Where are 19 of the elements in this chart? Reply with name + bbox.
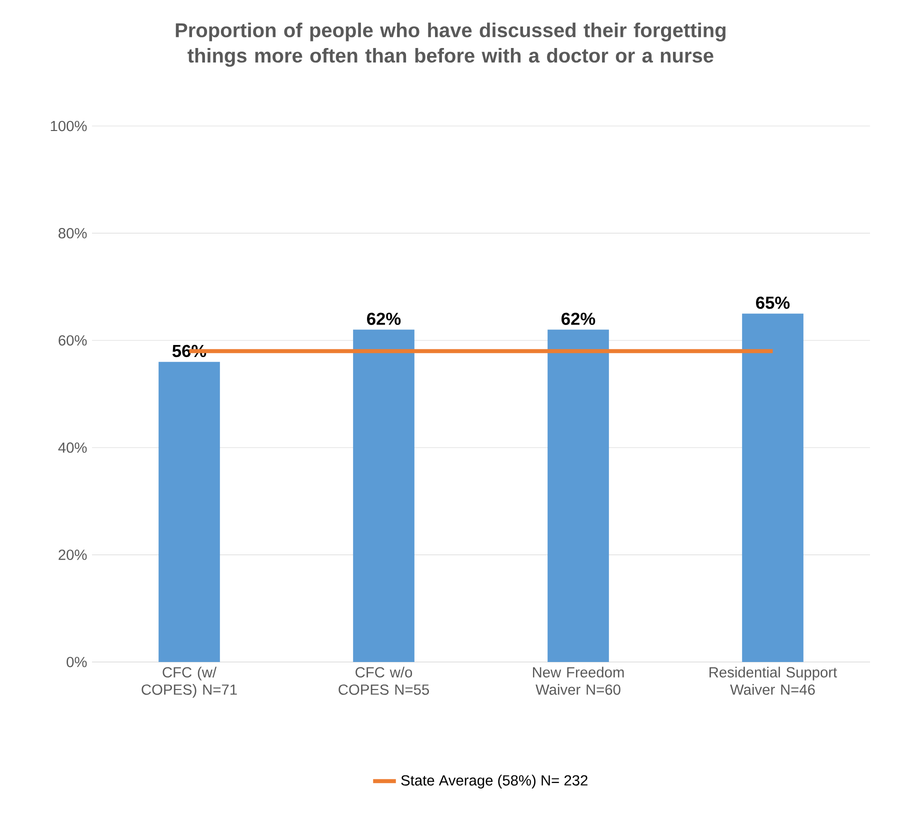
- y-tick-label: 40%: [58, 442, 87, 453]
- legend-label: State Average (58%) N= 232: [401, 774, 588, 788]
- y-tick-label: 60%: [58, 335, 87, 346]
- x-tick-label: Residential Support Waiver N=46: [710, 666, 838, 695]
- bar: [353, 330, 414, 662]
- bar: [742, 314, 804, 662]
- chart-title: Proportion of people who have discussed their forgetting things more often than before with a doctor or a nurse: [176, 22, 726, 67]
- data-label: 62%: [562, 312, 596, 325]
- y-tick-label: 80%: [58, 228, 87, 238]
- y-tick-label: 20%: [58, 550, 87, 560]
- x-tick-label: CFC w/o COPES N=55: [338, 666, 429, 695]
- bar: [158, 362, 220, 662]
- data-label: 65%: [756, 296, 790, 309]
- y-tick-label: 100%: [50, 120, 87, 132]
- x-tick-label: CFC (w/ COPES) N=71: [142, 666, 237, 698]
- bar: [548, 330, 609, 662]
- data-label: 62%: [367, 312, 401, 325]
- y-tick-label: 0%: [66, 656, 87, 668]
- x-tick-label: New Freedom Waiver N=60: [533, 666, 624, 695]
